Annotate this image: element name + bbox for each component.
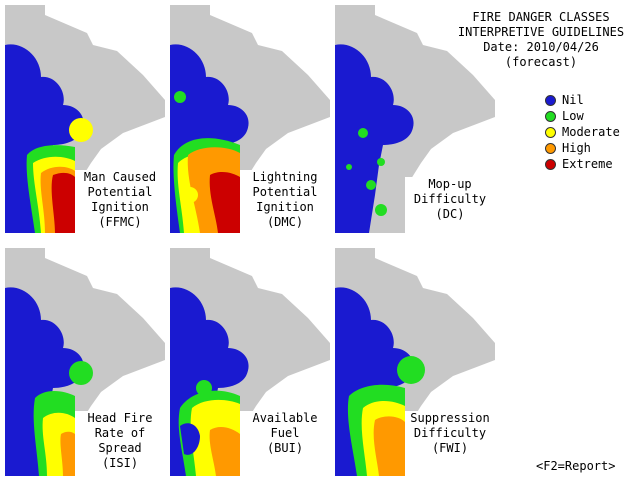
- dmc-map: [170, 5, 330, 233]
- header-subtitle: INTERPRETIVE GUIDELINES: [457, 25, 625, 39]
- ffmc-map-label: Man Caused Potential Ignition (FFMC): [75, 170, 165, 230]
- low-spot: [375, 204, 387, 216]
- nil-swatch-icon: [545, 94, 556, 106]
- extreme-zone: [51, 172, 75, 233]
- map-panel-ffmc: Man Caused Potential Ignition (FFMC): [5, 5, 165, 233]
- low-spot: [346, 164, 352, 170]
- legend-label-extreme: Extreme: [562, 157, 613, 171]
- extreme-swatch-icon: [545, 158, 556, 170]
- moderate-spot: [182, 187, 198, 203]
- low-spot: [69, 361, 93, 385]
- ffmc-map: [5, 5, 165, 233]
- moderate-spot: [69, 118, 93, 142]
- map-panel-dc: Mop-up Difficulty (DC): [335, 5, 495, 233]
- legend: Nil Low Moderate High Extreme: [545, 92, 620, 172]
- nil-zone: [5, 44, 84, 233]
- high-swatch-icon: [545, 142, 556, 154]
- low-spot: [366, 180, 376, 190]
- high-zone: [373, 416, 405, 476]
- high-zone: [209, 427, 240, 476]
- header-title: FIRE DANGER CLASSES: [472, 10, 610, 24]
- low-spot: [397, 356, 425, 384]
- legend-label-moderate: Moderate: [562, 125, 620, 139]
- bui-map: [170, 248, 330, 476]
- nil-zone: [5, 287, 84, 476]
- isi-map-label: Head Fire Rate of Spread (ISI): [75, 411, 165, 471]
- map-panel-fwi: Suppression Difficulty (FWI): [335, 248, 495, 476]
- low-spot: [358, 128, 368, 138]
- map-panel-bui: Available Fuel (BUI): [170, 248, 330, 476]
- bui-map-label: Available Fuel (BUI): [240, 411, 330, 456]
- extreme-zone: [209, 171, 240, 233]
- nil-zone: [335, 44, 414, 233]
- map-panel-dmc: Lightning Potential Ignition (DMC): [170, 5, 330, 233]
- header-note: (forecast): [504, 55, 578, 69]
- legend-item-high: High: [545, 140, 620, 156]
- high-zone: [60, 431, 75, 476]
- legend-item-moderate: Moderate: [545, 124, 620, 140]
- legend-label-nil: Nil: [562, 93, 584, 107]
- legend-item-low: Low: [545, 108, 620, 124]
- legend-label-low: Low: [562, 109, 584, 123]
- report-key-hint[interactable]: <F2=Report>: [536, 459, 616, 473]
- map-panel-isi: Head Fire Rate of Spread (ISI): [5, 248, 165, 476]
- dc-map-label: Mop-up Difficulty (DC): [405, 177, 495, 222]
- low-spot: [174, 91, 186, 103]
- dmc-map-label: Lightning Potential Ignition (DMC): [240, 170, 330, 230]
- low-swatch-icon: [545, 110, 556, 122]
- fwi-map: [335, 248, 495, 476]
- low-spot: [377, 158, 385, 166]
- legend-header: FIRE DANGER CLASSES INTERPRETIVE GUIDELI…: [448, 10, 634, 70]
- fwi-map-label: Suppression Difficulty (FWI): [405, 411, 495, 456]
- legend-item-extreme: Extreme: [545, 156, 620, 172]
- dc-map: [335, 5, 495, 233]
- legend-label-high: High: [562, 141, 591, 155]
- moderate-swatch-icon: [545, 126, 556, 138]
- isi-map: [5, 248, 165, 476]
- header-date: Date: 2010/04/26: [483, 40, 599, 54]
- legend-item-nil: Nil: [545, 92, 620, 108]
- nil-pocket: [180, 423, 200, 455]
